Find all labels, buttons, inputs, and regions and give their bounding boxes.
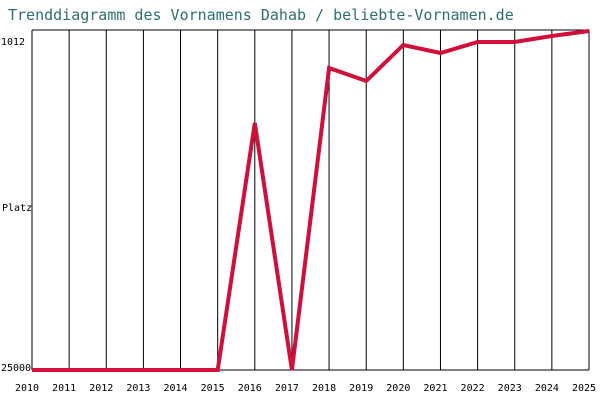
x-tick-label: 2019: [349, 383, 373, 394]
x-tick-label: 2023: [498, 383, 522, 394]
series-line: [32, 29, 590, 372]
x-tick-label: 2021: [423, 383, 447, 394]
x-tick-label: 2025: [572, 383, 596, 394]
chart-title: Trenddiagramm des Vornamens Dahab / beli…: [8, 6, 514, 24]
x-tick-label: 2014: [163, 383, 187, 394]
x-tick-label: 2022: [461, 383, 485, 394]
y-axis-label: Platz: [2, 203, 32, 214]
x-tick-label: 2011: [52, 383, 76, 394]
x-tick-label: 2012: [89, 383, 113, 394]
x-tick-label: 2024: [535, 383, 559, 394]
x-tick-label: 2017: [275, 383, 299, 394]
x-tick-label: 2015: [201, 383, 225, 394]
x-tick-label: 2018: [312, 383, 336, 394]
y-tick-label-top: 1012: [1, 37, 25, 48]
x-tick-label: 2010: [15, 383, 39, 394]
x-tick-label: 2020: [386, 383, 410, 394]
x-tick-label: 2016: [238, 383, 262, 394]
y-tick-label-bottom: 25000: [1, 363, 31, 374]
x-tick-label: 2013: [126, 383, 150, 394]
